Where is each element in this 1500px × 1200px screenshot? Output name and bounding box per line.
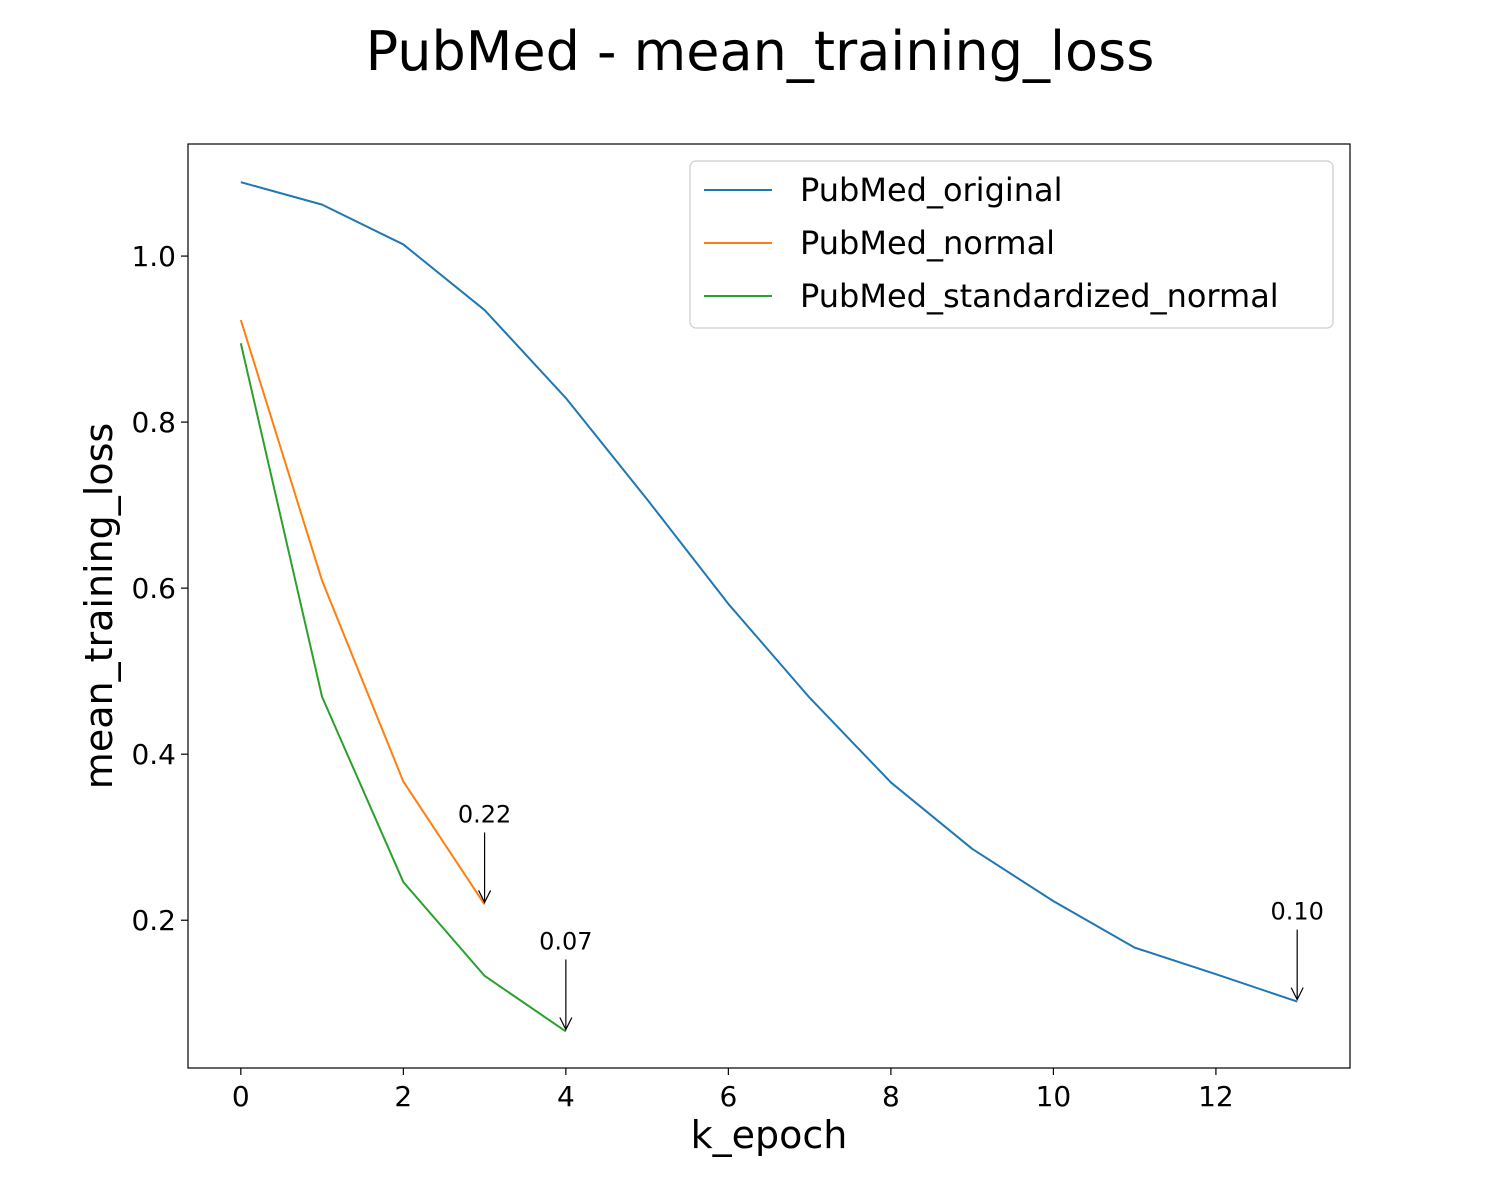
axes-frame [187, 143, 1351, 1069]
annotation-arrow-head [1290, 987, 1304, 1001]
series-line-2 [239, 343, 567, 1033]
annotation-arrow-head [559, 1017, 573, 1031]
y-tick-label: 0.8 [131, 406, 176, 439]
chart-title: PubMed - mean_training_loss [366, 20, 1155, 83]
annotation-arrow-head [478, 890, 492, 904]
x-tick-label: 2 [394, 1080, 412, 1113]
annotation-label: 0.07 [539, 927, 592, 955]
x-tick-label: 12 [1198, 1080, 1234, 1113]
annotation: 0.10 [1270, 898, 1324, 1001]
annotation: 0.07 [539, 927, 593, 1031]
legend-label: PubMed_standardized_normal [800, 277, 1279, 315]
legend: PubMed_original PubMed_normal PubMed_stand… [689, 160, 1334, 329]
y-tick-label: 0.6 [131, 572, 176, 605]
legend-label: PubMed_original [800, 171, 1063, 209]
annotation: 0.22 [458, 800, 511, 904]
plot-area [239, 181, 1298, 1033]
y-tick-label: 1.0 [131, 240, 176, 273]
x-tick-label: 4 [557, 1080, 575, 1113]
y-axis-label: mean_training_loss [77, 423, 121, 789]
x-tick-label: 10 [1036, 1080, 1072, 1113]
y-axis: 0.2 0.4 0.6 0.8 1.0 [131, 240, 188, 937]
x-axis-label: k_epoch [691, 1113, 848, 1157]
series-line-0 [240, 181, 1298, 1003]
x-tick-label: 8 [882, 1080, 900, 1113]
x-tick-label: 0 [232, 1080, 250, 1113]
annotation-label: 0.10 [1270, 898, 1323, 926]
x-tick-label: 6 [719, 1080, 737, 1113]
annotation-label: 0.22 [458, 800, 511, 828]
series-line-1 [239, 319, 486, 906]
y-tick-label: 0.4 [131, 738, 176, 771]
legend-box [689, 160, 1334, 329]
y-tick-label: 0.2 [131, 904, 176, 937]
x-axis: 0 2 4 6 8 10 12 [232, 1068, 1234, 1113]
legend-label: PubMed_normal [800, 224, 1055, 262]
annotations: 0.22 0.07 0.10 [458, 800, 1324, 1031]
